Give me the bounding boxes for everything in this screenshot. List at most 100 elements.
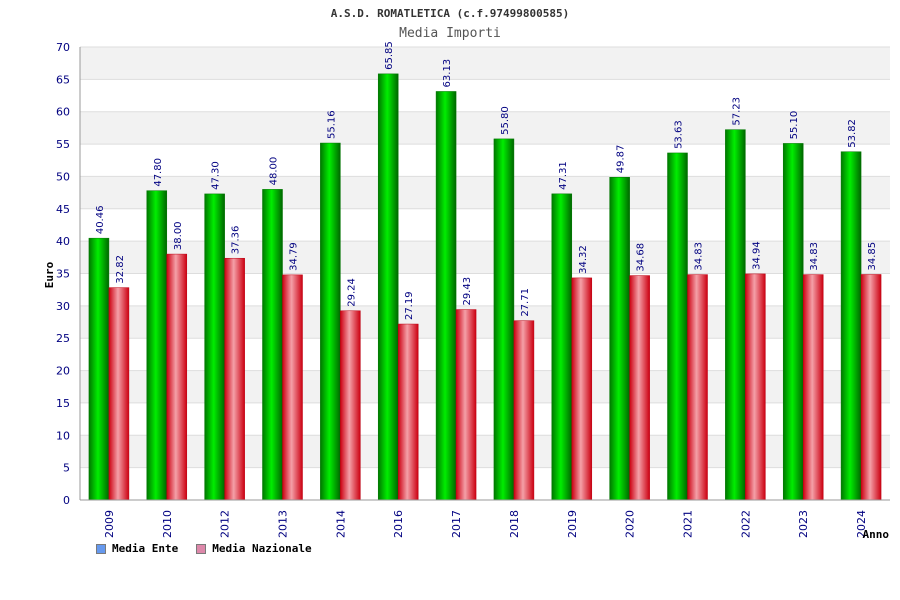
data-label: 40.46 xyxy=(95,206,106,235)
grid-band xyxy=(80,370,890,403)
grid-band xyxy=(80,47,890,80)
bar-media-nazionale-2020 xyxy=(629,275,650,501)
x-tick-label: 2017 xyxy=(450,510,463,538)
data-label: 29.43 xyxy=(462,277,473,306)
data-labels: 40.46 32.82 47.80 38.00 47.30 37.36 48.00 34.79… xyxy=(95,41,878,320)
x-tick-label: 2019 xyxy=(566,510,579,538)
data-label: 55.80 xyxy=(500,106,511,135)
bar-media-ente-2010 xyxy=(146,190,168,501)
y-tick-label: 60 xyxy=(56,106,70,119)
bar-media-nazionale-2024 xyxy=(860,274,882,501)
bar-media-ente-2014 xyxy=(320,142,341,501)
bar-media-ente-2017 xyxy=(435,91,457,501)
data-label: 53.82 xyxy=(847,119,858,148)
grid-band xyxy=(80,208,890,242)
x-tick-label: 2018 xyxy=(508,510,521,538)
data-label: 48.00 xyxy=(269,157,280,186)
bar-media-nazionale-2021 xyxy=(687,274,708,501)
bar-media-ente-2020 xyxy=(609,177,630,501)
x-tick-label: 2010 xyxy=(161,510,174,538)
data-label: 27.19 xyxy=(404,291,415,320)
grid-band xyxy=(80,338,890,371)
x-tick-label: 2016 xyxy=(392,510,405,538)
x-tick-label: 2012 xyxy=(219,510,232,538)
bar-media-nazionale-2017 xyxy=(455,309,477,501)
x-tick-label: 2023 xyxy=(797,510,810,538)
bar-media-nazionale-2009 xyxy=(108,287,130,501)
x-tick-label: 2024 xyxy=(855,510,868,538)
bar-media-ente-2021 xyxy=(667,152,688,501)
y-tick-label: 20 xyxy=(56,365,70,378)
x-axis-ticks: 2009 2010 2012 2013 2014 2016 2017 2018 2019 2020… xyxy=(103,510,868,538)
data-label: 37.36 xyxy=(231,226,242,255)
data-label: 32.82 xyxy=(115,255,126,284)
y-tick-label: 55 xyxy=(56,138,70,151)
grid-band xyxy=(80,467,890,500)
data-label: 47.80 xyxy=(153,158,164,187)
x-tick-label: 2014 xyxy=(334,510,347,538)
data-label: 38.00 xyxy=(173,221,184,250)
x-tick-label: 2021 xyxy=(682,510,695,538)
x-axis-label: Anno xyxy=(863,528,890,541)
data-label: 34.68 xyxy=(636,243,647,272)
data-label: 47.30 xyxy=(211,161,222,190)
chart-subtitle: Media Importi xyxy=(399,26,501,41)
data-label: 29.24 xyxy=(346,278,357,307)
y-tick-label: 30 xyxy=(56,300,70,313)
bar-media-ente-2022 xyxy=(725,129,746,501)
grid-band xyxy=(80,79,890,112)
y-axis-label: Euro xyxy=(43,261,56,288)
bar-media-ente-2024 xyxy=(840,151,862,501)
x-tick-label: 2013 xyxy=(277,510,290,538)
y-tick-label: 0 xyxy=(63,494,70,507)
bar-media-nazionale-2013 xyxy=(282,274,303,501)
legend-swatch-media-ente xyxy=(96,543,106,554)
y-tick-label: 15 xyxy=(56,397,70,410)
grid-band xyxy=(80,273,890,306)
bar-media-nazionale-2016 xyxy=(397,323,419,501)
data-label: 34.85 xyxy=(867,242,878,271)
data-label: 34.32 xyxy=(578,245,589,274)
legend: Media Ente Media Nazionale xyxy=(96,542,312,555)
bar-media-nazionale-2022 xyxy=(745,273,766,501)
data-label: 53.63 xyxy=(674,120,685,149)
bar-media-nazionale-2023 xyxy=(802,274,824,501)
bar-media-ente-2012 xyxy=(204,193,225,501)
data-label: 63.13 xyxy=(442,59,453,88)
grid-band xyxy=(80,241,890,274)
y-tick-label: 5 xyxy=(63,462,70,475)
grid-band xyxy=(80,111,890,145)
x-tick-label: 2009 xyxy=(103,510,116,538)
grid-band xyxy=(80,305,890,339)
legend-item-media-nazionale: Media Nazionale xyxy=(196,542,312,555)
x-tick-label: 2022 xyxy=(739,510,752,538)
bar-media-nazionale-2018 xyxy=(513,320,535,501)
data-label: 65.85 xyxy=(384,41,395,70)
y-tick-label: 50 xyxy=(56,170,70,183)
bar-media-ente-2023 xyxy=(782,143,804,501)
data-label: 49.87 xyxy=(616,145,627,174)
legend-swatch-media-nazionale xyxy=(196,543,207,554)
y-tick-label: 10 xyxy=(56,429,70,442)
y-tick-label: 25 xyxy=(56,332,70,345)
grid-band xyxy=(80,435,890,468)
y-tick-label: 35 xyxy=(56,268,70,281)
data-label: 34.83 xyxy=(809,242,820,271)
bar-media-ente-2009 xyxy=(88,237,110,501)
grid-band xyxy=(80,176,890,209)
data-label: 57.23 xyxy=(731,97,742,126)
grid-band xyxy=(80,402,890,436)
grid-band xyxy=(80,144,890,177)
legend-label-media-ente: Media Ente xyxy=(112,542,179,555)
data-label: 34.83 xyxy=(694,242,705,271)
x-tick-label: 2020 xyxy=(624,510,637,538)
y-tick-label: 65 xyxy=(56,73,70,86)
y-axis-ticks: 0 5 10 15 20 25 30 35 40 45 50 55 60 65 70 xyxy=(56,41,70,507)
data-label: 34.94 xyxy=(751,241,762,270)
data-label: 34.79 xyxy=(289,242,300,271)
bar-media-nazionale-2010 xyxy=(166,253,188,501)
legend-item-media-ente: Media Ente xyxy=(96,542,178,555)
chart-title: A.S.D. ROMATLETICA (c.f.97499800585) xyxy=(331,7,569,20)
bar-media-ente-2016 xyxy=(377,73,399,501)
